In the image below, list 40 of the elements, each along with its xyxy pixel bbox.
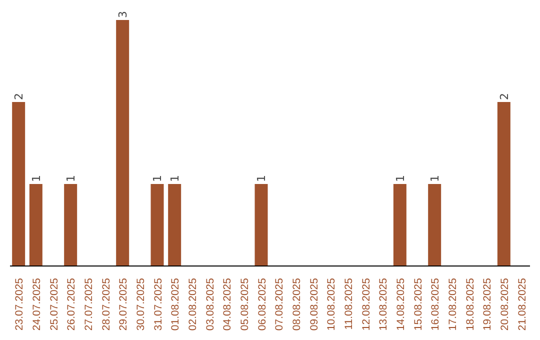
x-tick-label: 30.07.2025 [135, 278, 147, 331]
x-tick-label: 28.07.2025 [100, 278, 112, 331]
x-tick-label: 23.07.2025 [14, 278, 26, 331]
x-tick-label: 12.08.2025 [360, 278, 372, 331]
x-tick-label: 18.08.2025 [464, 278, 476, 331]
data-label: 2 [498, 93, 511, 100]
x-tick-label: 11.08.2025 [343, 278, 355, 330]
data-label: 1 [30, 175, 43, 182]
data-label: 1 [168, 175, 182, 182]
x-tick-label: 10.08.2025 [326, 278, 338, 331]
x-tick-label: 08.08.2025 [291, 278, 303, 331]
x-tick-label: 02.08.2025 [187, 278, 199, 331]
data-label: 1 [151, 175, 164, 182]
x-tick-label: 09.08.2025 [308, 278, 320, 331]
x-tick-label: 29.07.2025 [118, 278, 130, 331]
x-tick-label: 01.08.2025 [170, 278, 182, 331]
x-tick-label: 27.07.2025 [83, 278, 95, 331]
data-label: 1 [255, 175, 268, 182]
x-tick-label: 06.08.2025 [256, 278, 268, 331]
x-tick-label: 05.08.2025 [239, 278, 251, 331]
x-tick-label: 25.07.2025 [48, 278, 60, 331]
data-label: 2 [12, 93, 26, 100]
x-tick-label: 16.08.2025 [430, 278, 442, 331]
data-label: 1 [64, 175, 78, 182]
x-tick-label: 21.08.2025 [516, 278, 528, 331]
x-tick-label: 19.08.2025 [482, 278, 494, 331]
x-tick-label: 04.08.2025 [222, 278, 234, 331]
data-label: 3 [116, 11, 130, 18]
data-label: 1 [394, 175, 407, 182]
x-tick-label: 13.08.2025 [378, 278, 390, 331]
x-tick-label: 14.08.2025 [395, 278, 407, 331]
x-tick-label: 17.08.2025 [447, 278, 459, 331]
x-tick-label: 20.08.2025 [499, 278, 511, 331]
x-tick-label: 15.08.2025 [412, 278, 424, 331]
data-label: 1 [428, 175, 442, 182]
x-tick-label: 07.08.2025 [274, 278, 286, 331]
x-tick-label: 24.07.2025 [31, 278, 43, 331]
x-tick-label: 26.07.2025 [66, 278, 78, 331]
x-tick-label: 31.07.2025 [152, 278, 164, 331]
x-tick-label: 03.08.2025 [204, 278, 216, 331]
